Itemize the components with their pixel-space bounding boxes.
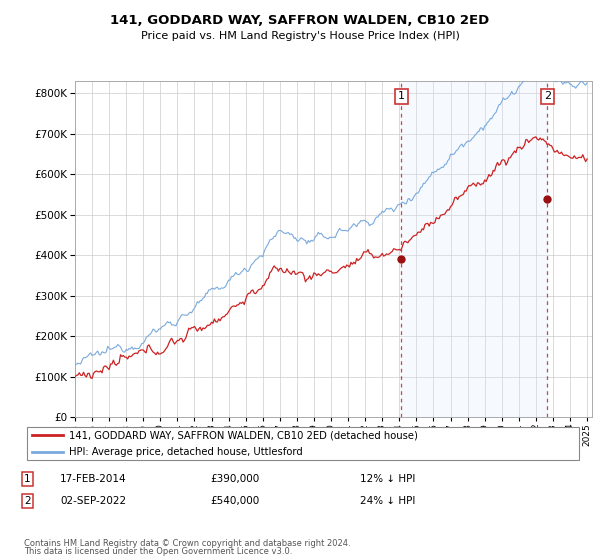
Text: 2: 2 [544,91,551,101]
Text: Contains HM Land Registry data © Crown copyright and database right 2024.: Contains HM Land Registry data © Crown c… [24,539,350,548]
Text: 02-SEP-2022: 02-SEP-2022 [60,496,126,506]
Text: This data is licensed under the Open Government Licence v3.0.: This data is licensed under the Open Gov… [24,547,292,556]
Text: 141, GODDARD WAY, SAFFRON WALDEN, CB10 2ED (detached house): 141, GODDARD WAY, SAFFRON WALDEN, CB10 2… [68,431,418,440]
Text: HPI: Average price, detached house, Uttlesford: HPI: Average price, detached house, Uttl… [68,447,302,457]
Text: 24% ↓ HPI: 24% ↓ HPI [360,496,415,506]
Text: 17-FEB-2014: 17-FEB-2014 [60,474,127,484]
Text: 1: 1 [398,91,405,101]
Text: £540,000: £540,000 [210,496,259,506]
Text: 12% ↓ HPI: 12% ↓ HPI [360,474,415,484]
Bar [401,81,547,417]
Text: £390,000: £390,000 [210,474,259,484]
FancyBboxPatch shape [27,427,579,460]
Text: 1: 1 [24,474,31,484]
Text: 141, GODDARD WAY, SAFFRON WALDEN, CB10 2ED: 141, GODDARD WAY, SAFFRON WALDEN, CB10 2… [110,14,490,27]
Text: 2: 2 [24,496,31,506]
Text: Price paid vs. HM Land Registry's House Price Index (HPI): Price paid vs. HM Land Registry's House … [140,31,460,41]
